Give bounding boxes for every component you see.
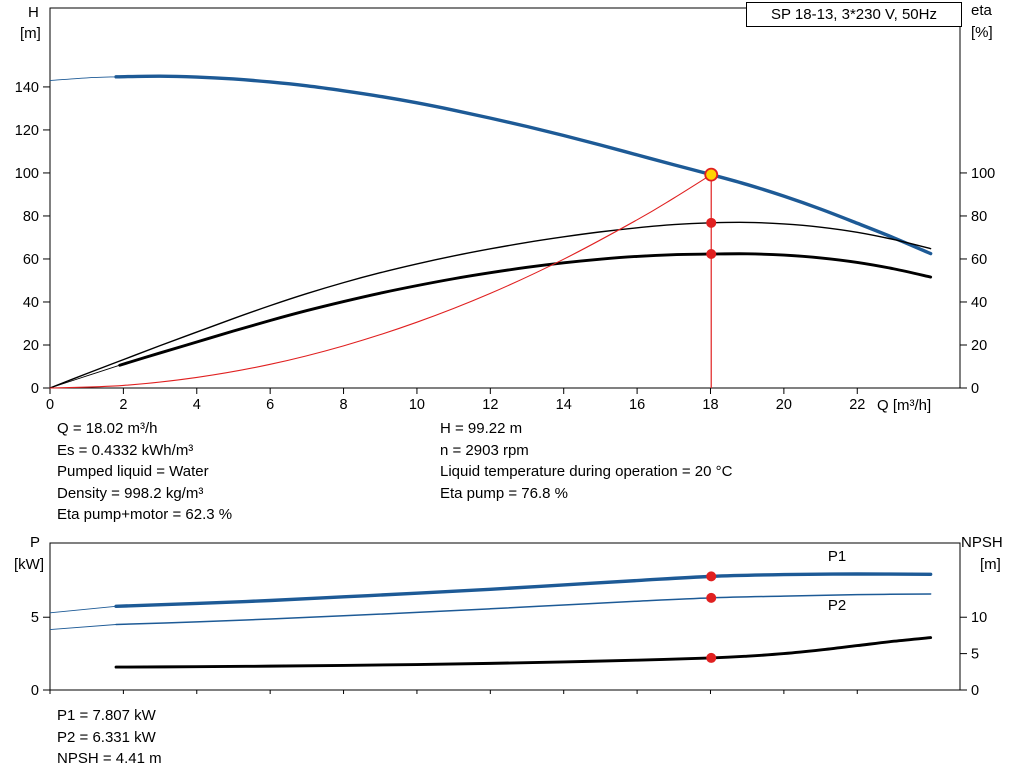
- plot-frame: [49, 542, 961, 691]
- specific-energy-value: Es = 0.4332 kWh/m³: [57, 441, 194, 459]
- y-left-tick-label: 0: [31, 683, 39, 699]
- y-right-tick-label: 20: [971, 338, 987, 354]
- eta-axis-title: eta: [971, 2, 992, 19]
- head-value: H = 99.22 m: [440, 420, 523, 437]
- x-tick-label: 2: [119, 397, 127, 413]
- speed-value: n = 2903 rpm: [440, 441, 529, 459]
- duty-info-right-column: H = 99.22 m n = 2903 rpm Liquid temperat…: [440, 418, 732, 504]
- x-tick-label: 12: [482, 397, 498, 413]
- power-npsh-chart: 0 5 0 5 10 P1 P2: [31, 542, 987, 699]
- eta-pump-motor-curve: [118, 252, 933, 367]
- x-tick-label: 16: [629, 397, 645, 413]
- h-curve-curve: [114, 74, 933, 256]
- duty-info-left-column: Q = 18.02 m³/h Es = 0.4332 kWh/m³ Pumped…: [57, 418, 232, 526]
- p1-value: P1 = 7.807 kW: [57, 707, 156, 724]
- y-right-tick-label: 40: [971, 295, 987, 311]
- y-left-tick-label: 0: [31, 381, 39, 397]
- x-tick-label: 8: [340, 397, 348, 413]
- p1-curve: [114, 572, 933, 609]
- density-value: Density = 998.2 kg/m³: [57, 484, 204, 502]
- h-axis-unit: [m]: [20, 25, 41, 42]
- x-tick-label: 10: [409, 397, 425, 413]
- y-left-tick-label: 60: [23, 252, 39, 268]
- p2-value: P2 = 6.331 kW: [57, 728, 156, 746]
- x-tick-label: 0: [46, 397, 54, 413]
- y-left-tick-label: 80: [23, 209, 39, 225]
- operating-dot-marker: [706, 592, 717, 603]
- y-right-tick-label: 60: [971, 252, 987, 268]
- operating-dot-marker: [706, 217, 717, 228]
- system-curve-curve: [49, 174, 712, 389]
- y-left-tick-label: 120: [15, 123, 39, 139]
- x-tick-label: 6: [266, 397, 274, 413]
- hq-eta-chart: 0 2 4 6 8 10 12 14 16 18 20 22 0 20 40 60 80 100 120 140 0 20…: [15, 7, 995, 413]
- eta-pump-curve: [49, 221, 932, 389]
- duty-point-marker: [704, 167, 719, 182]
- operating-dot-marker: [706, 652, 717, 663]
- liquid-temp-value: Liquid temperature during operation = 20…: [440, 463, 733, 480]
- x-tick-label: 14: [556, 397, 572, 413]
- y-left-tick-label: 140: [15, 80, 39, 96]
- npsh-value: NPSH = 4.41 m: [57, 750, 162, 767]
- y-left-tick-label: 40: [23, 295, 39, 311]
- npsh-axis-unit: [m]: [980, 556, 1001, 573]
- p-axis-title: P: [30, 534, 41, 551]
- flow-value: Q = 18.02 m³/h: [57, 420, 158, 437]
- y-right-tick-label: 0: [971, 683, 979, 699]
- eta-pump-value: Eta pump = 76.8 %: [440, 484, 568, 502]
- p1-curve-label: P1: [828, 548, 846, 565]
- q-axis-title: Q [m³/h]: [877, 397, 932, 414]
- h-axis-title: H: [28, 4, 39, 21]
- x-tick-label: 18: [702, 397, 718, 413]
- y-right-tick-label: 80: [971, 209, 987, 225]
- p2-curve: [115, 593, 932, 626]
- p2-curve-label: P2: [828, 597, 846, 614]
- x-tick-label: 22: [849, 397, 865, 413]
- y-right-tick-label: 100: [971, 166, 995, 182]
- y-left-tick-label: 5: [31, 610, 39, 626]
- y-left-tick-label: 100: [15, 166, 39, 182]
- eta-axis-unit: [%]: [971, 24, 993, 41]
- pump-model-label: SP 18-13, 3*230 V, 50Hz: [746, 2, 962, 27]
- operating-dot-marker: [706, 249, 717, 260]
- x-tick-label: 4: [193, 397, 201, 413]
- npsh-axis-title: NPSH: [961, 534, 1003, 551]
- p-axis-unit: [kW]: [14, 556, 44, 573]
- pumped-liquid-value: Pumped liquid = Water: [57, 463, 209, 480]
- y-left-tick-label: 20: [23, 338, 39, 354]
- x-tick-label: 20: [776, 397, 792, 413]
- y-right-tick-label: 0: [971, 381, 979, 397]
- plot-frame: [49, 7, 961, 389]
- p1-lead-line: [49, 605, 117, 614]
- results-block: P1 = 7.807 kW P2 = 6.331 kW NPSH = 4.41 …: [57, 705, 162, 770]
- y-right-tick-label: 5: [971, 647, 979, 663]
- h-curve-lead-line: [49, 76, 117, 81]
- npsh-curve: [114, 636, 933, 669]
- p2-lead-line: [49, 624, 117, 631]
- eta-pump-motor-lead-line: [49, 364, 120, 389]
- operating-dot-marker: [706, 571, 717, 582]
- y-right-tick-label: 10: [971, 610, 987, 626]
- eta-pump-motor-value: Eta pump+motor = 62.3 %: [57, 506, 233, 523]
